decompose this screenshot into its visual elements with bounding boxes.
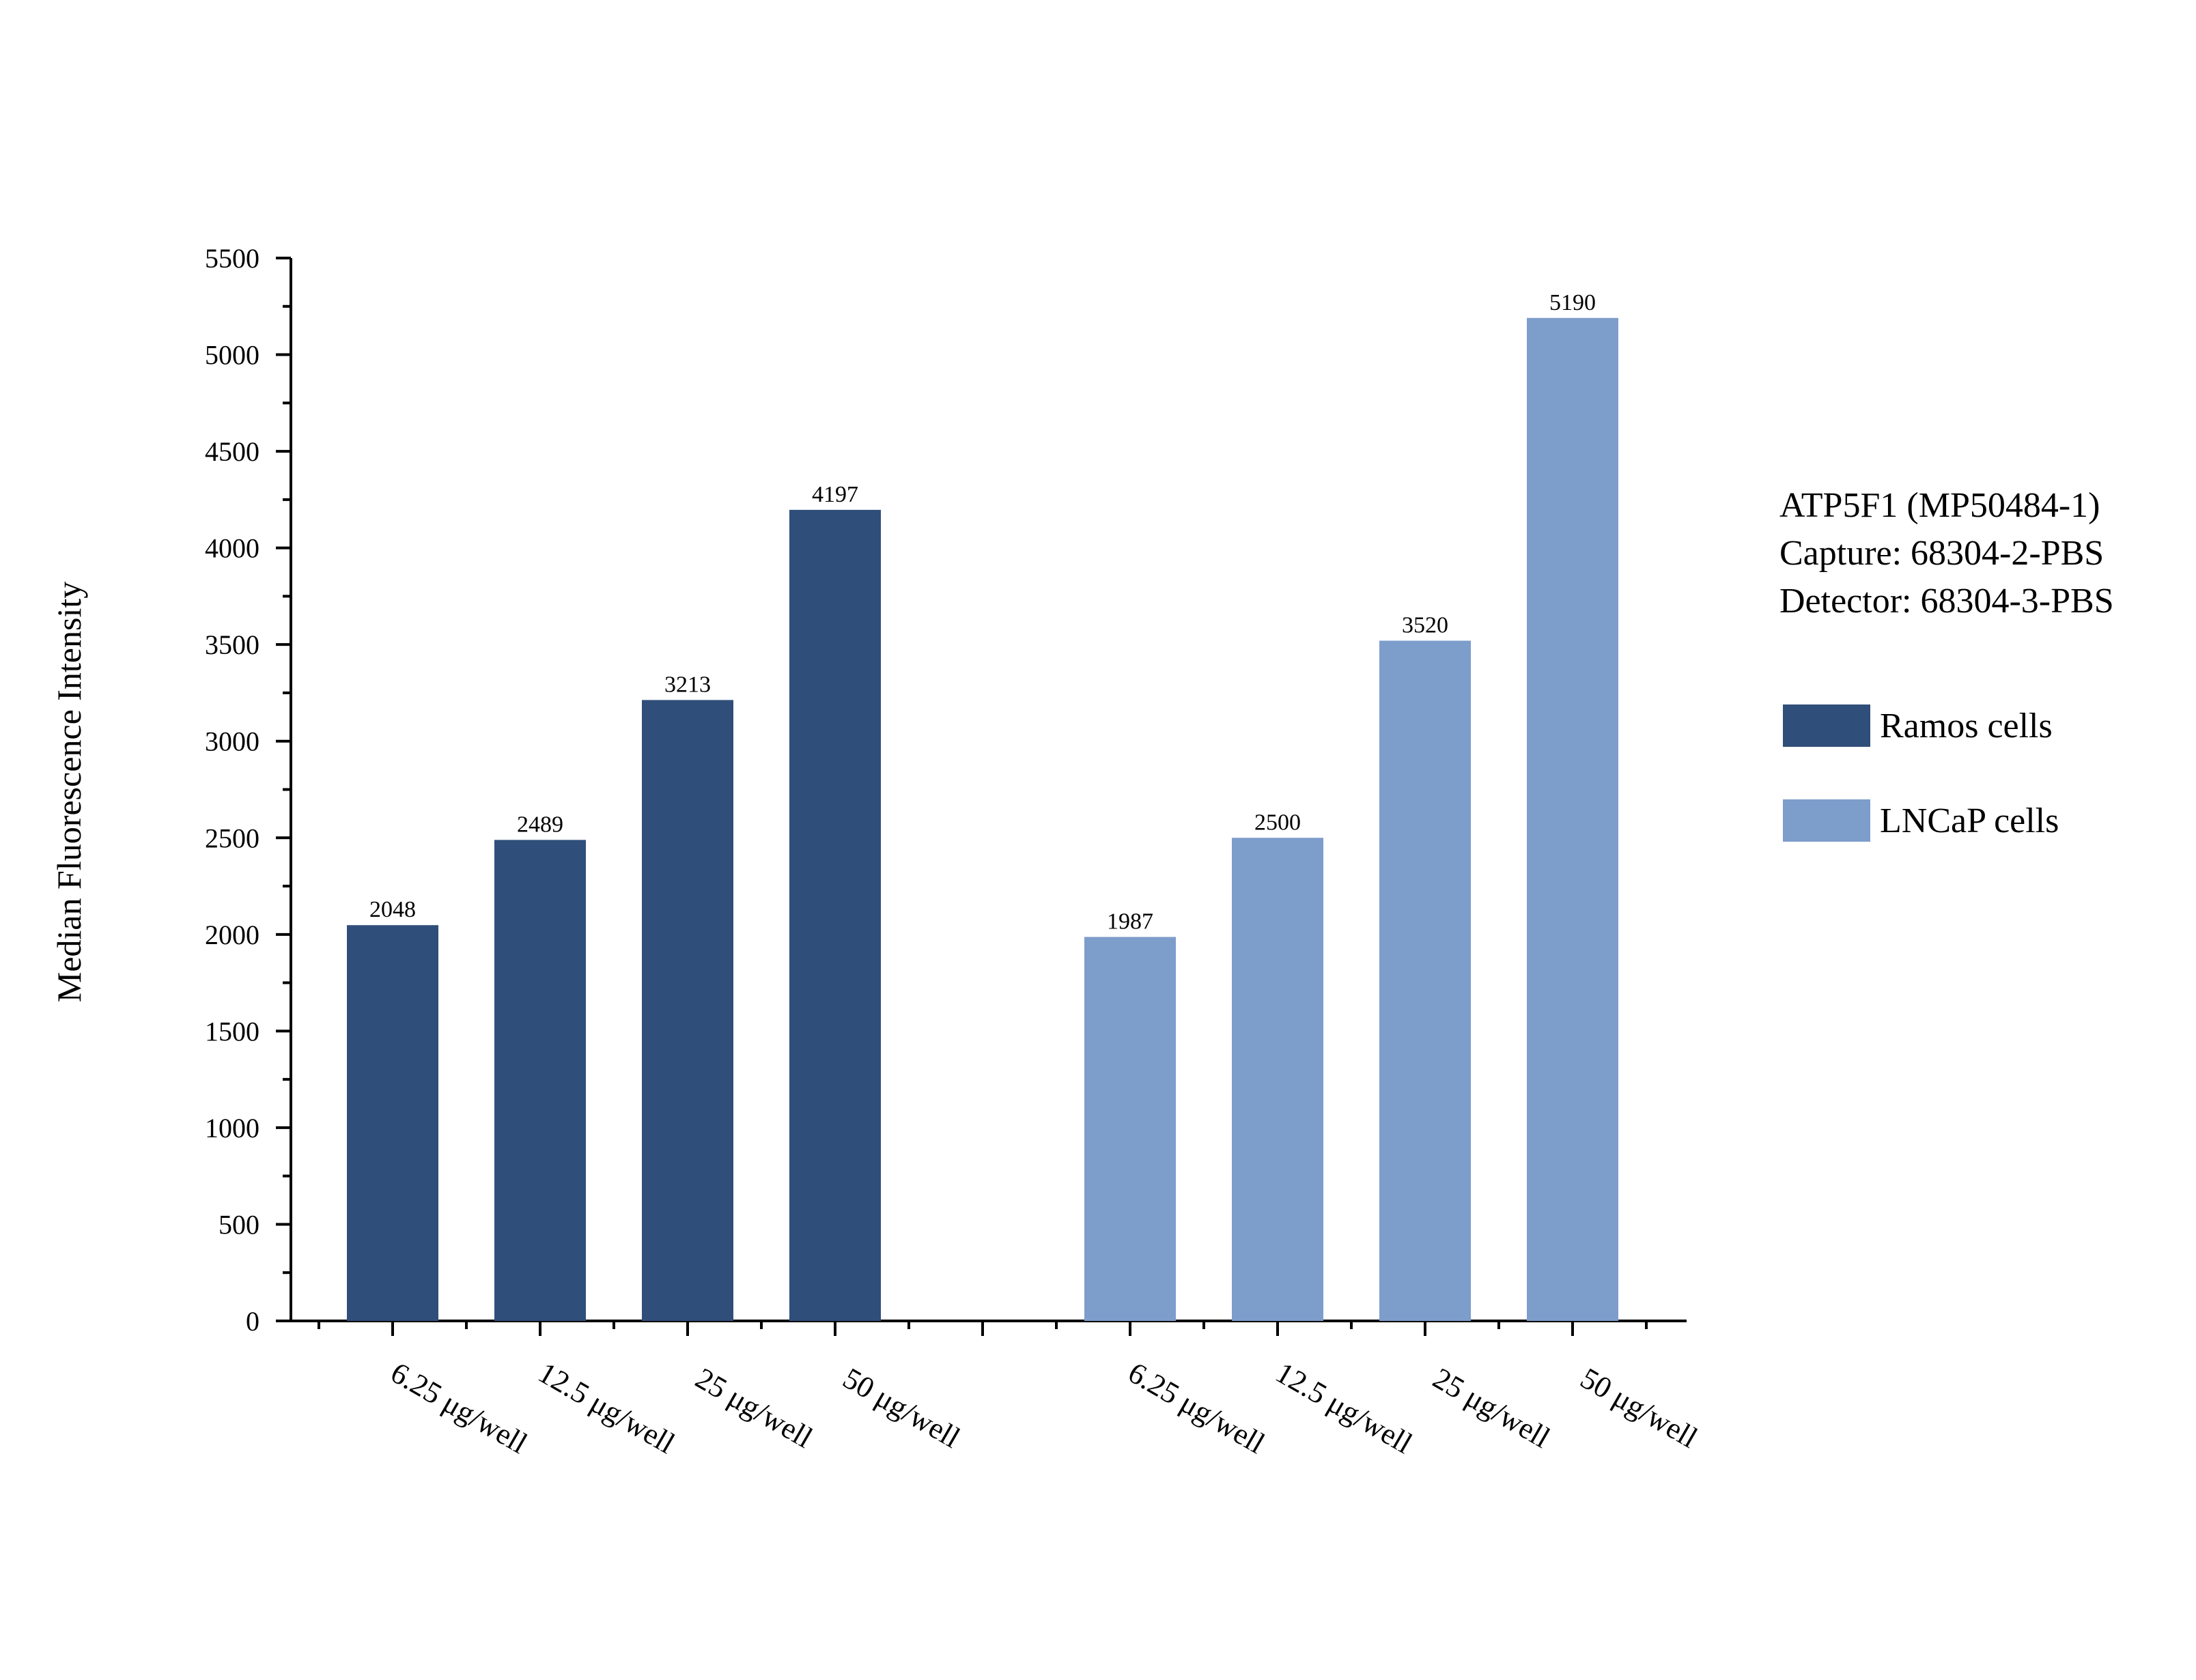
y-tick-label: 4500 [205, 436, 259, 467]
bar-lncap-0 [1084, 937, 1176, 1321]
bar-ramos-1 [494, 840, 586, 1321]
data-label: 3520 [1402, 613, 1448, 638]
y-tick-label: 3500 [205, 629, 259, 660]
bar-lncap-2 [1379, 640, 1471, 1321]
y-tick-label: 4000 [205, 533, 259, 564]
y-tick-label: 1500 [205, 1016, 259, 1047]
y-tick-label: 2500 [205, 823, 259, 853]
y-tick-label: 5500 [205, 243, 259, 274]
data-label: 3213 [664, 672, 711, 697]
x-tick-label: 50 μg/well [1575, 1361, 1703, 1455]
annotation-line-2: Capture: 68304-2-PBS [1779, 534, 2104, 573]
annotation-line-1: ATP5F1 (MP50484-1) [1779, 486, 2100, 525]
data-label: 2048 [369, 897, 416, 922]
x-tick-label: 25 μg/well [690, 1361, 818, 1455]
x-tick-label: 6.25 μg/well [1123, 1356, 1270, 1460]
y-axis-title: Median Fluorescence Intensity [50, 582, 88, 1002]
bars [347, 317, 1618, 1321]
bar-ramos-2 [642, 700, 733, 1321]
bar-ramos-0 [347, 925, 438, 1321]
y-tick-label: 3000 [205, 726, 259, 757]
x-tick-label: 6.25 μg/well [385, 1356, 533, 1460]
bar-lncap-1 [1232, 838, 1323, 1321]
legend-label-lncap: LNCaP cells [1880, 801, 2059, 840]
data-label: 2500 [1254, 810, 1301, 835]
y-tick-label: 1000 [205, 1113, 259, 1143]
bar-ramos-3 [789, 509, 881, 1321]
x-tick-label: 12.5 μg/well [1270, 1356, 1418, 1460]
data-label: 2489 [517, 812, 563, 837]
y-tick-label: 0 [246, 1306, 259, 1337]
y-tick-label: 2000 [205, 920, 259, 950]
axes [276, 257, 1687, 1336]
legend-swatch-ramos [1783, 704, 1870, 747]
x-tick-label: 25 μg/well [1427, 1361, 1556, 1455]
y-tick-label: 5000 [205, 340, 259, 371]
annotation-line-3: Detector: 68304-3-PBS [1779, 582, 2114, 621]
data-label: 4197 [812, 482, 858, 507]
legend-label-ramos: Ramos cells [1880, 707, 2053, 745]
y-tick-label: 500 [219, 1209, 259, 1240]
data-label: 1987 [1107, 909, 1153, 934]
legend-swatch-lncap [1783, 799, 1870, 842]
legend: Ramos cells LNCaP cells [1783, 704, 2059, 842]
bar-lncap-3 [1527, 317, 1618, 1321]
x-tick-label: 12.5 μg/well [533, 1356, 680, 1460]
chart-annotation: ATP5F1 (MP50484-1) Capture: 68304-2-PBS … [1779, 486, 2114, 621]
data-label: 5190 [1549, 290, 1596, 315]
x-tick-label: 50 μg/well [837, 1361, 966, 1455]
